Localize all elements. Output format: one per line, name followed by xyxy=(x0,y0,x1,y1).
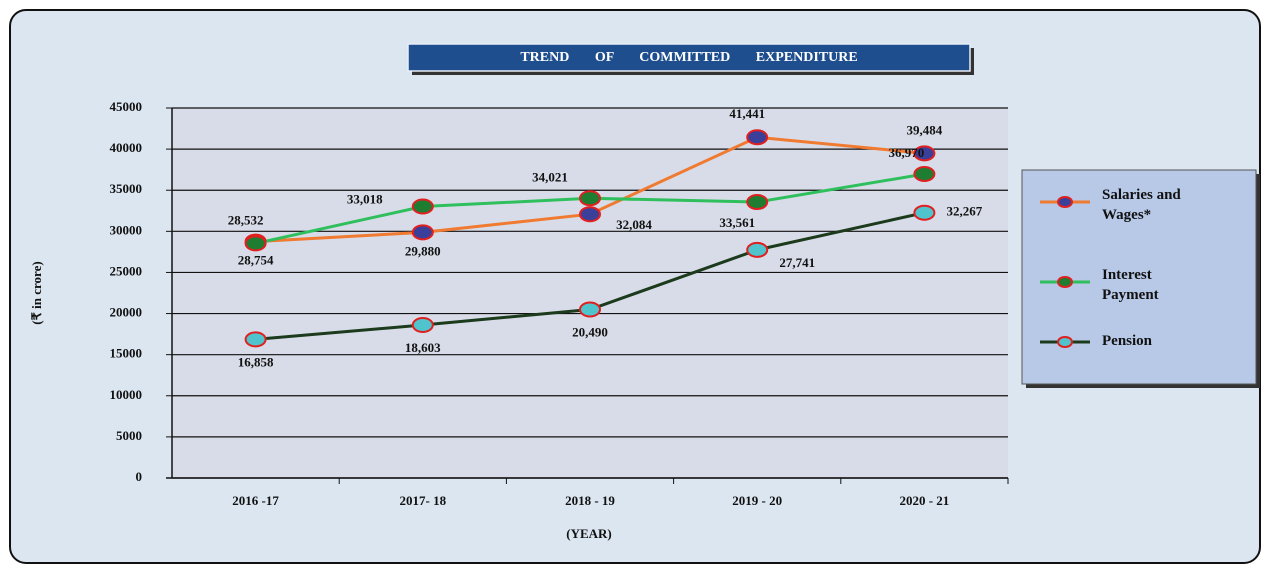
data-label: 41,441 xyxy=(729,106,765,121)
legend-marker xyxy=(1057,336,1073,348)
y-tick-label: 15000 xyxy=(110,346,143,361)
data-label: 27,741 xyxy=(779,255,815,270)
point-marker xyxy=(411,317,434,334)
x-axis-label: (YEAR) xyxy=(566,526,612,541)
data-label: 32,084 xyxy=(616,217,652,232)
point-marker xyxy=(913,145,936,162)
x-tick-label: 2016 -17 xyxy=(232,493,279,508)
point-marker xyxy=(913,204,936,221)
point-marker xyxy=(244,235,267,252)
y-axis-label: (₹ in crore) xyxy=(29,261,44,324)
data-label: 36,970 xyxy=(889,145,925,160)
point-marker xyxy=(579,190,601,207)
data-label: 18,603 xyxy=(405,340,441,355)
data-label: 28,754 xyxy=(238,253,274,268)
x-tick-label: 2017- 18 xyxy=(400,493,447,508)
data-label: 32,267 xyxy=(947,204,983,219)
chart-title: TREND OF COMMITTED EXPENDITURE xyxy=(520,50,857,65)
point-marker xyxy=(411,198,434,215)
point-marker xyxy=(244,331,267,348)
y-tick-label: 25000 xyxy=(110,263,143,278)
legend-label: Salaries and Wages* xyxy=(1102,187,1181,223)
y-tick-label: 30000 xyxy=(110,222,143,237)
legend-marker xyxy=(1057,276,1073,288)
point-marker xyxy=(746,194,769,211)
x-tick-label: 2018 - 19 xyxy=(565,493,615,508)
data-label: 33,561 xyxy=(719,215,755,230)
y-tick-label: 10000 xyxy=(110,387,143,402)
y-tick-label: 0 xyxy=(136,469,143,484)
y-tick-label: 5000 xyxy=(116,428,142,443)
y-tick-label: 35000 xyxy=(110,181,143,196)
data-label: 28,532 xyxy=(228,212,264,227)
point-marker xyxy=(746,129,769,146)
legend-label: Pension xyxy=(1102,333,1153,349)
point-marker xyxy=(913,166,936,183)
data-label: 34,021 xyxy=(532,169,568,184)
legend-marker xyxy=(1057,196,1073,208)
legend-label: Interest Payment xyxy=(1102,267,1159,303)
y-tick-label: 40000 xyxy=(110,140,143,155)
data-label: 39,484 xyxy=(907,122,943,137)
point-marker xyxy=(411,224,434,241)
plot-area xyxy=(172,108,1008,478)
data-label: 33,018 xyxy=(347,192,383,207)
y-tick-label: 20000 xyxy=(110,305,143,320)
point-marker xyxy=(579,301,601,318)
data-label: 20,490 xyxy=(572,325,608,340)
y-tick-label: 45000 xyxy=(110,99,143,114)
x-tick-label: 2019 - 20 xyxy=(732,493,782,508)
point-marker xyxy=(579,206,601,223)
data-label: 16,858 xyxy=(238,354,274,369)
data-label: 29,880 xyxy=(405,243,441,258)
title-box xyxy=(407,43,971,72)
x-tick-label: 2020 - 21 xyxy=(899,493,949,508)
point-marker xyxy=(746,241,769,258)
